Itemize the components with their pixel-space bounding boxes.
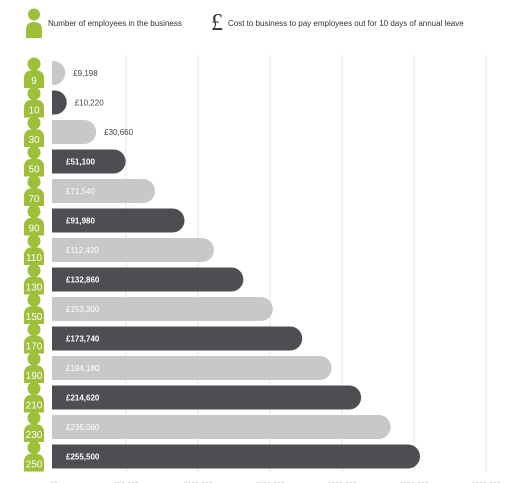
person-icon: [24, 146, 44, 177]
value-label: £153,300: [66, 305, 100, 314]
bar: [52, 326, 303, 351]
value-label: £51,100: [66, 158, 95, 167]
person-icon: [24, 264, 44, 295]
category-label: 70: [28, 194, 40, 205]
person-icon: [24, 57, 44, 88]
person-icon: [24, 87, 44, 118]
category-label: 150: [26, 312, 43, 323]
person-icon: [24, 205, 44, 236]
value-label: £71,540: [66, 187, 95, 196]
bars: 9 £9,198 10 £10,220 30 £30,660 50 £51,100 70 £71,…: [24, 57, 420, 472]
category-label: 250: [26, 460, 43, 471]
value-label: £235,060: [66, 423, 100, 432]
value-label: £10,220: [75, 99, 104, 108]
category-label: 90: [28, 224, 40, 235]
category-label: 170: [26, 342, 43, 353]
person-icon: [24, 116, 44, 147]
bar: [52, 415, 391, 439]
bar: [52, 385, 362, 410]
value-label: £255,500: [66, 453, 100, 462]
bar: [52, 238, 214, 262]
value-label: £194,180: [66, 364, 100, 373]
value-label: £91,980: [66, 217, 95, 226]
category-label: 130: [26, 283, 43, 294]
person-icon: [24, 411, 44, 442]
value-label: £132,860: [66, 276, 100, 285]
category-label: 50: [28, 165, 40, 176]
bar: [52, 444, 420, 469]
category-label: 30: [28, 135, 40, 146]
bar: [52, 61, 66, 85]
person-icon: [24, 293, 44, 324]
category-label: 9: [31, 76, 37, 87]
bar: [52, 120, 97, 144]
person-icon: [24, 441, 44, 472]
legend-person-icon: [26, 8, 42, 38]
bar: [52, 90, 67, 115]
value-label: £112,420: [66, 246, 99, 255]
category-label: 10: [28, 106, 40, 117]
category-label: 190: [26, 371, 43, 382]
person-icon: [24, 382, 44, 413]
value-label: £30,660: [104, 128, 133, 137]
value-label: £9,198: [73, 69, 98, 78]
bar: [52, 267, 244, 292]
bar: [52, 149, 126, 174]
value-label: £214,620: [66, 394, 100, 403]
bar: [52, 208, 185, 233]
bar: [52, 179, 156, 203]
pound-sign-icon: £: [211, 10, 223, 36]
category-label: 110: [26, 253, 42, 264]
category-label: 230: [26, 430, 43, 441]
person-icon: [24, 234, 44, 265]
person-icon: [24, 323, 44, 354]
legend: Number of employees in the business £ Co…: [26, 8, 464, 38]
category-label: 210: [26, 401, 43, 412]
person-icon: [24, 175, 44, 206]
legend-cost-label: Cost to business to pay employees out fo…: [228, 19, 464, 28]
value-label: £173,740: [66, 335, 100, 344]
person-icon: [24, 352, 44, 383]
legend-employees-label: Number of employees in the business: [48, 19, 182, 28]
bar: [52, 297, 273, 321]
bar: [52, 356, 332, 380]
